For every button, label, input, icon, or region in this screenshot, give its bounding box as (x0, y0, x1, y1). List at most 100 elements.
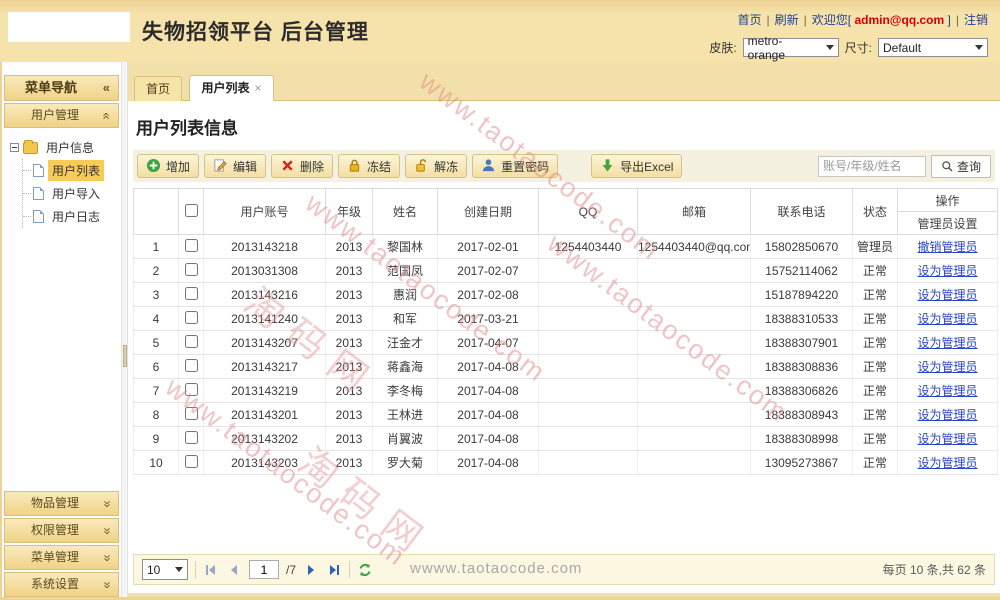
admin-action-link[interactable]: 撤销管理员 (917, 240, 978, 254)
search-button[interactable]: 查询 (930, 154, 991, 178)
reset-password-icon (481, 158, 497, 174)
status-cell: 正常 (852, 378, 898, 403)
status-cell: 正常 (852, 426, 898, 451)
tab-user-list[interactable]: 用户列表 × (189, 75, 274, 101)
lock-button[interactable]: 冻结 (338, 154, 401, 178)
refresh-icon[interactable] (357, 562, 373, 578)
admin-action-link[interactable]: 设为管理员 (917, 312, 978, 326)
phone-cell: 18388306826 (750, 378, 853, 403)
nav-home-link[interactable]: 首页 (737, 13, 762, 27)
tree-node-用户日志[interactable]: 用户日志 (23, 205, 117, 228)
status-cell: 正常 (852, 402, 898, 427)
table-row: 2 2013031308 2013 范国凤 2017-02-07 15752114062 正… (133, 258, 998, 283)
next-page-icon[interactable] (303, 562, 319, 578)
sidebar-panel-权限管理[interactable]: 权限管理 « (4, 518, 119, 543)
row-checkbox[interactable] (184, 334, 198, 348)
row-checkbox[interactable] (184, 358, 198, 372)
size-select[interactable]: Default (878, 38, 988, 57)
sidebar-panel-user-management[interactable]: 用户管理 « (4, 103, 119, 128)
created-cell: 2017-04-07 (437, 330, 539, 355)
nav-refresh-link[interactable]: 刷新 (774, 13, 799, 27)
admin-action-link[interactable]: 设为管理员 (917, 336, 978, 350)
sidebar-panel-物品管理[interactable]: 物品管理 « (4, 491, 119, 516)
last-page-icon[interactable] (326, 562, 342, 578)
row-number: 4 (133, 306, 179, 331)
sidebar: 菜单导航 « 用户管理 « 用户信息 用户列表 用户导入 用户日志 物品管理 «权限管… (2, 62, 121, 600)
skin-select[interactable]: metro-orange (742, 34, 839, 62)
total-pages-label: /7 (286, 562, 297, 577)
phone-cell: 18388310533 (750, 306, 853, 331)
admin-action-link[interactable]: 设为管理员 (917, 360, 978, 374)
col-created: 创建日期 (437, 188, 539, 235)
admin-action-link[interactable]: 设为管理员 (917, 408, 978, 422)
sidebar-panel-系统设置[interactable]: 系统设置 « (4, 572, 119, 597)
user-tree: 用户信息 用户列表 用户导入 用户日志 (4, 128, 119, 228)
page-number-input[interactable] (249, 560, 279, 579)
tree-node-用户导入[interactable]: 用户导入 (23, 182, 117, 205)
unlock-icon (414, 158, 430, 174)
email-cell (637, 282, 751, 307)
row-number: 10 (133, 450, 179, 475)
tree-collapse-icon[interactable] (10, 143, 19, 152)
account-cell: 2013143218 (203, 234, 326, 259)
prev-page-icon[interactable] (226, 562, 242, 578)
pager-summary: 每页 10 条,共 62 条 (882, 563, 986, 577)
admin-action-link[interactable]: 设为管理员 (917, 456, 978, 470)
page-size-select[interactable]: 10 (142, 559, 188, 580)
sidebar-collapsed-panels: 物品管理 «权限管理 «菜单管理 «系统设置 « (4, 489, 119, 597)
export-excel-button[interactable]: 导出Excel (591, 154, 683, 178)
operation-cell: 设为管理员 (897, 426, 998, 451)
row-number: 1 (133, 234, 179, 259)
tree-node-用户列表[interactable]: 用户列表 (23, 159, 117, 182)
row-checkbox[interactable] (184, 430, 198, 444)
qq-cell (538, 378, 638, 403)
edit-button[interactable]: 编辑 (204, 154, 267, 178)
qq-cell (538, 426, 638, 451)
row-checkbox[interactable] (184, 382, 198, 396)
chevron-down-icon (175, 567, 183, 572)
qq-cell (538, 330, 638, 355)
account-cell: 2013143216 (203, 282, 326, 307)
name-cell: 和军 (372, 306, 438, 331)
admin-action-link[interactable]: 设为管理员 (917, 288, 978, 302)
size-label: 尺寸: (844, 41, 872, 55)
sidebar-splitter[interactable] (121, 62, 128, 600)
admin-action-link[interactable]: 设为管理员 (917, 384, 978, 398)
row-checkbox[interactable] (184, 238, 198, 252)
row-checkbox[interactable] (184, 454, 198, 468)
email-cell: 1254403440@qq.com (637, 234, 751, 259)
sidebar-panel-菜单管理[interactable]: 菜单管理 « (4, 545, 119, 570)
add-button[interactable]: 增加 (137, 154, 200, 178)
delete-button[interactable]: 删除 (271, 154, 334, 178)
first-page-icon[interactable] (203, 562, 219, 578)
unlock-button[interactable]: 解冻 (405, 154, 468, 178)
row-checkbox[interactable] (184, 406, 198, 420)
row-select-cell (178, 450, 204, 475)
file-icon (33, 210, 44, 223)
reset-password-button[interactable]: 重置密码 (472, 154, 559, 178)
row-number: 3 (133, 282, 179, 307)
row-checkbox[interactable] (184, 310, 198, 324)
created-cell: 2017-02-01 (437, 234, 539, 259)
tree-node-user-info[interactable]: 用户信息 (10, 136, 117, 159)
welcome-text: 欢迎您[ (811, 13, 852, 27)
admin-action-link[interactable]: 设为管理员 (917, 264, 978, 278)
close-tab-icon[interactable]: × (254, 81, 262, 95)
email-cell (637, 258, 751, 283)
row-checkbox[interactable] (184, 286, 198, 300)
logout-link[interactable]: 注销 (963, 13, 988, 27)
tab-home[interactable]: 首页 (134, 76, 183, 101)
search-input[interactable] (817, 155, 926, 177)
splitter-toggle-handle[interactable] (123, 345, 127, 367)
name-cell: 罗大菊 (372, 450, 438, 475)
col-admin-settings: 管理员设置 (897, 211, 998, 235)
chevron-down-icon: « (98, 527, 114, 535)
created-cell: 2017-02-08 (437, 282, 539, 307)
bottom-edge-border (0, 597, 1000, 600)
row-checkbox[interactable] (184, 262, 198, 276)
collapse-sidebar-icon[interactable]: « (102, 80, 110, 95)
select-all-checkbox[interactable] (184, 203, 198, 217)
admin-action-link[interactable]: 设为管理员 (917, 432, 978, 446)
